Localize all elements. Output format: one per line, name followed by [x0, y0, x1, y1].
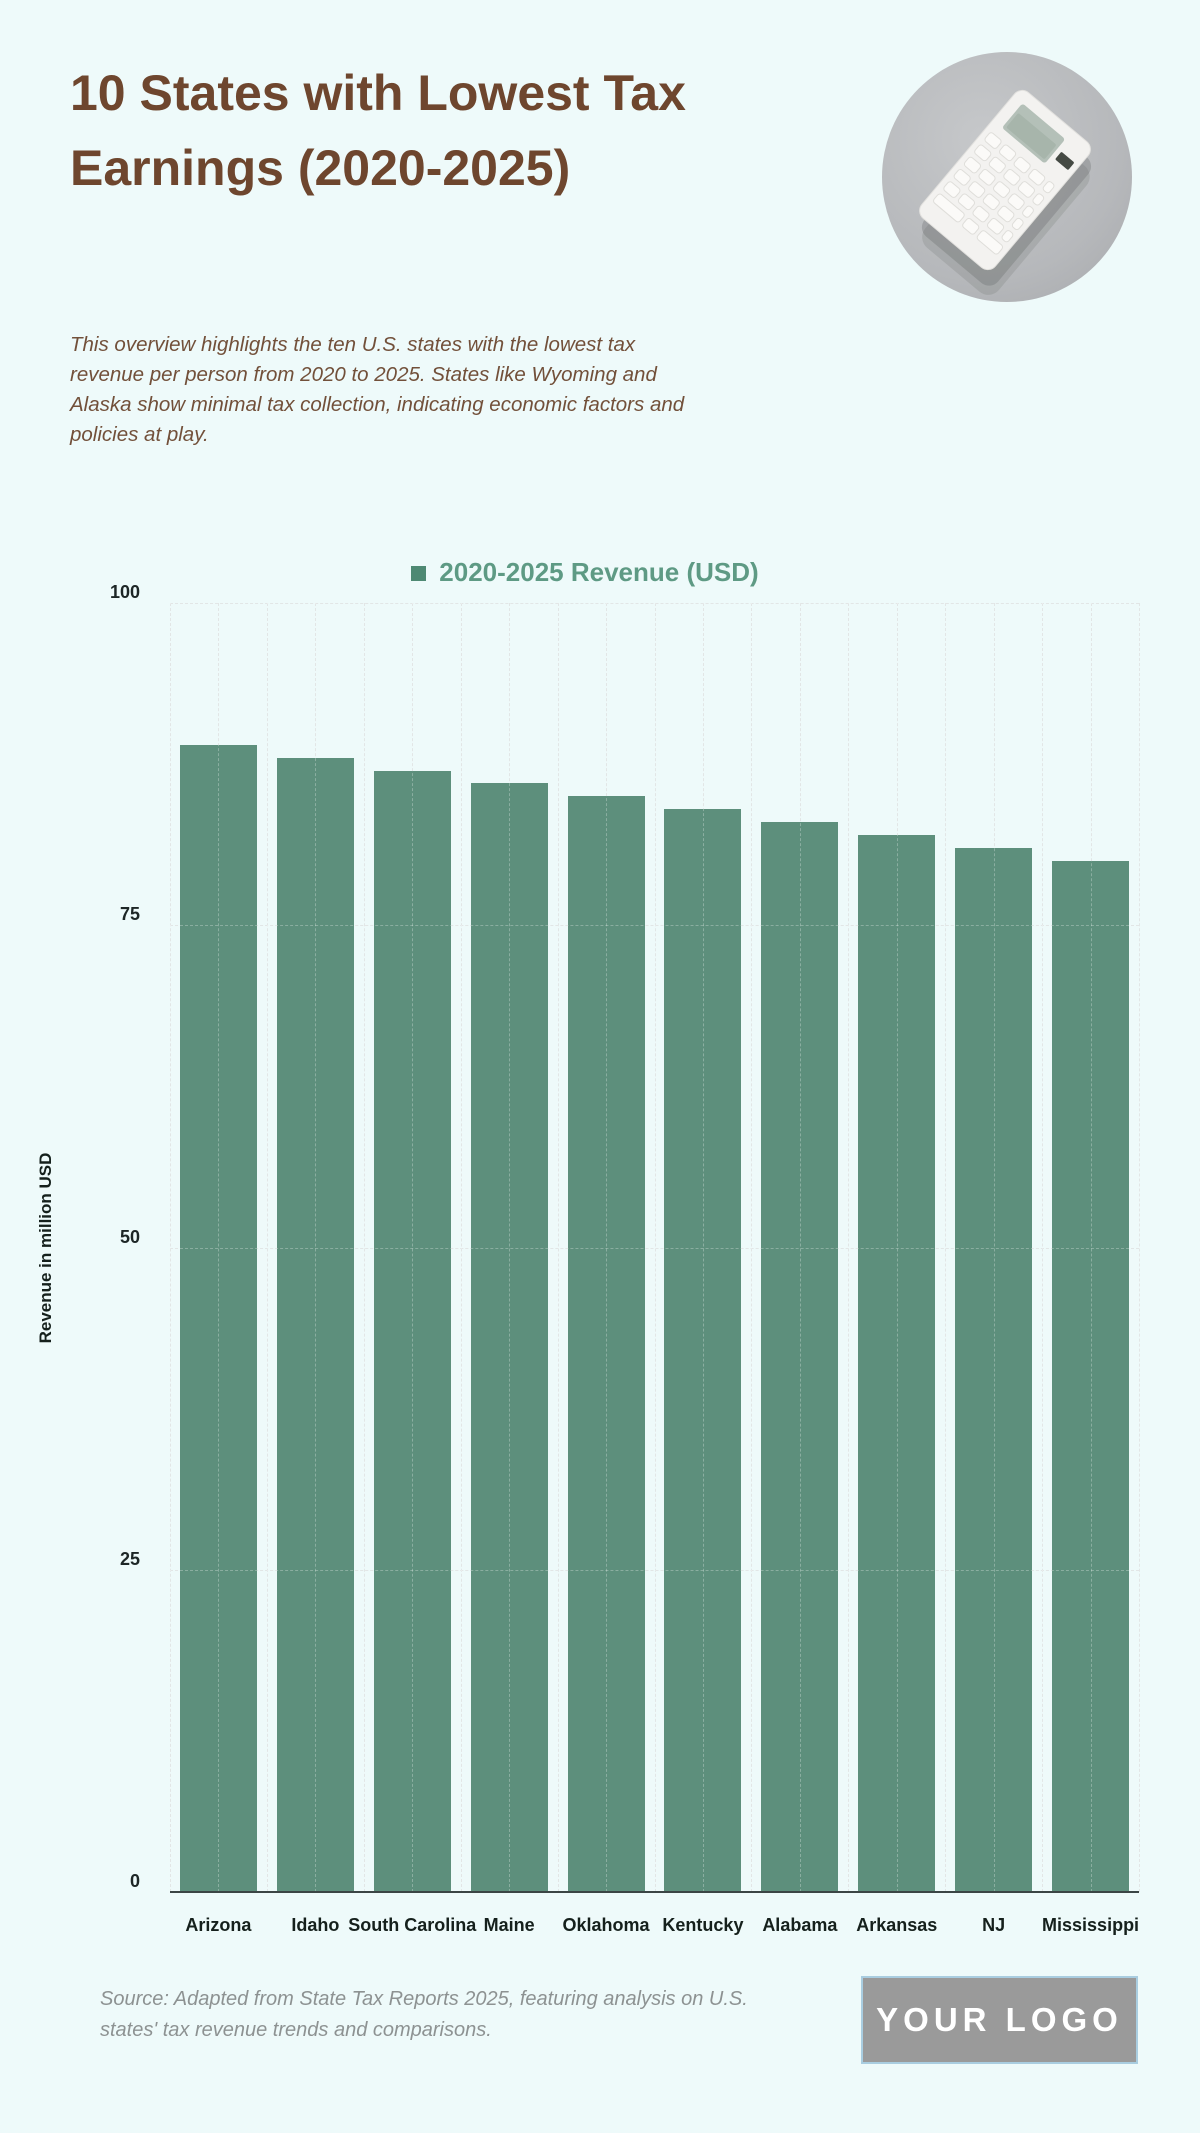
gridline-overlay-x-15 [896, 603, 898, 1892]
gridline-overlay-x-12 [751, 603, 753, 1892]
gridline-overlay-y-100 [170, 603, 1139, 604]
gridline-overlay-y-75 [170, 925, 1139, 927]
gridline-overlay-x-14 [848, 603, 850, 1892]
gridline-overlay-x-0 [170, 603, 171, 1892]
x-label-alabama: Alabama [762, 1915, 838, 1935]
gridline-x-0 [170, 603, 171, 1892]
gridline-overlay-x-6 [460, 603, 462, 1892]
gridline-x-14 [848, 603, 850, 1892]
x-label-maine: Maine [483, 1915, 535, 1935]
x-label-south-carolina: South Carolina [348, 1915, 477, 1935]
x-label-idaho: Idaho [291, 1915, 340, 1935]
bar-alabama [761, 822, 839, 1892]
bar-mississippi [1052, 860, 1130, 1892]
gridline-x-2 [266, 603, 268, 1892]
gridline-x-4 [363, 603, 365, 1892]
logo-text: YOUR LOGO [876, 2001, 1123, 2038]
source-note: Source: Adapted from State Tax Reports 2… [100, 1988, 748, 2041]
logo-placeholder: YOUR LOGO [861, 1976, 1138, 2064]
gridline-overlay-x-4 [363, 603, 365, 1892]
gridline-x-20 [1139, 603, 1140, 1892]
gridline-overlay-y-50 [170, 1247, 1139, 1249]
x-label-arkansas: Arkansas [856, 1915, 938, 1935]
bar-arizona [179, 744, 257, 1892]
x-label-oklahoma: Oklahoma [562, 1915, 650, 1935]
x-label-arizona: Arizona [185, 1915, 252, 1935]
intro-paragraph: This overview highlights the ten U.S. st… [70, 333, 685, 446]
gridline-overlay-y-25 [170, 1569, 1139, 1571]
gridline-overlay-x-16 [945, 603, 947, 1892]
bar-nj [955, 847, 1033, 1892]
calculator-photo [882, 52, 1132, 302]
gridline-x-6 [460, 603, 462, 1892]
bar-arkansas [858, 835, 936, 1892]
bar-south-carolina [373, 770, 451, 1892]
gridline-overlay-x-18 [1042, 603, 1044, 1892]
y-axis-title: Revenue in million USD [36, 1152, 55, 1344]
gridline-overlay-x-3 [315, 603, 317, 1892]
x-label-mississippi: Mississippi [1042, 1915, 1140, 1935]
chart-legend: 2020-2025 Revenue (USD) [30, 556, 1140, 588]
gridline-overlay-x-13 [799, 603, 801, 1892]
gridline-x-12 [751, 603, 753, 1892]
gridline-overlay-x-1 [218, 603, 220, 1892]
gridline-overlay-x-5 [412, 603, 414, 1892]
calculator-body-group [919, 89, 1092, 295]
bar-kentucky [664, 809, 742, 1892]
y-tick-75: 75 [119, 904, 140, 925]
bar-oklahoma [567, 796, 645, 1892]
bar-maine [470, 783, 548, 1892]
gridline-x-18 [1042, 603, 1044, 1892]
y-tick-0: 0 [129, 1871, 140, 1891]
calculator-screen-inner [1006, 113, 1056, 159]
gridline-overlay-x-9 [606, 603, 608, 1892]
gridline-overlay-x-11 [702, 603, 704, 1892]
y-tick-25: 25 [119, 1548, 140, 1569]
gridline-overlay-x-17 [993, 603, 995, 1892]
gridline-overlay-x-10 [654, 603, 656, 1892]
gridline-overlay-x-2 [266, 603, 268, 1892]
calculator-illustration [882, 52, 1132, 302]
legend-label: 2020-2025 Revenue (USD) [439, 556, 759, 587]
gridline-x-10 [654, 603, 656, 1892]
calculator-keys [933, 132, 1055, 255]
gridline-x-16 [945, 603, 947, 1892]
calculator-solar-panel [1055, 152, 1074, 170]
gridline-overlay-x-19 [1090, 603, 1092, 1892]
x-label-kentucky: Kentucky [662, 1915, 744, 1935]
gridline-overlay-x-7 [509, 603, 511, 1892]
bar-idaho [276, 757, 354, 1892]
page-title: 10 States with Lowest Tax Earnings (2020… [70, 65, 686, 196]
gridline-x-8 [557, 603, 559, 1892]
y-tick-100: 100 [109, 582, 140, 602]
x-axis-line [170, 1891, 1139, 1893]
legend-swatch-icon [411, 565, 427, 581]
gridline-overlay-x-20 [1139, 603, 1140, 1892]
gridline-overlay-x-8 [557, 603, 559, 1892]
x-label-nj: NJ [982, 1915, 1006, 1935]
y-tick-50: 50 [119, 1226, 140, 1247]
